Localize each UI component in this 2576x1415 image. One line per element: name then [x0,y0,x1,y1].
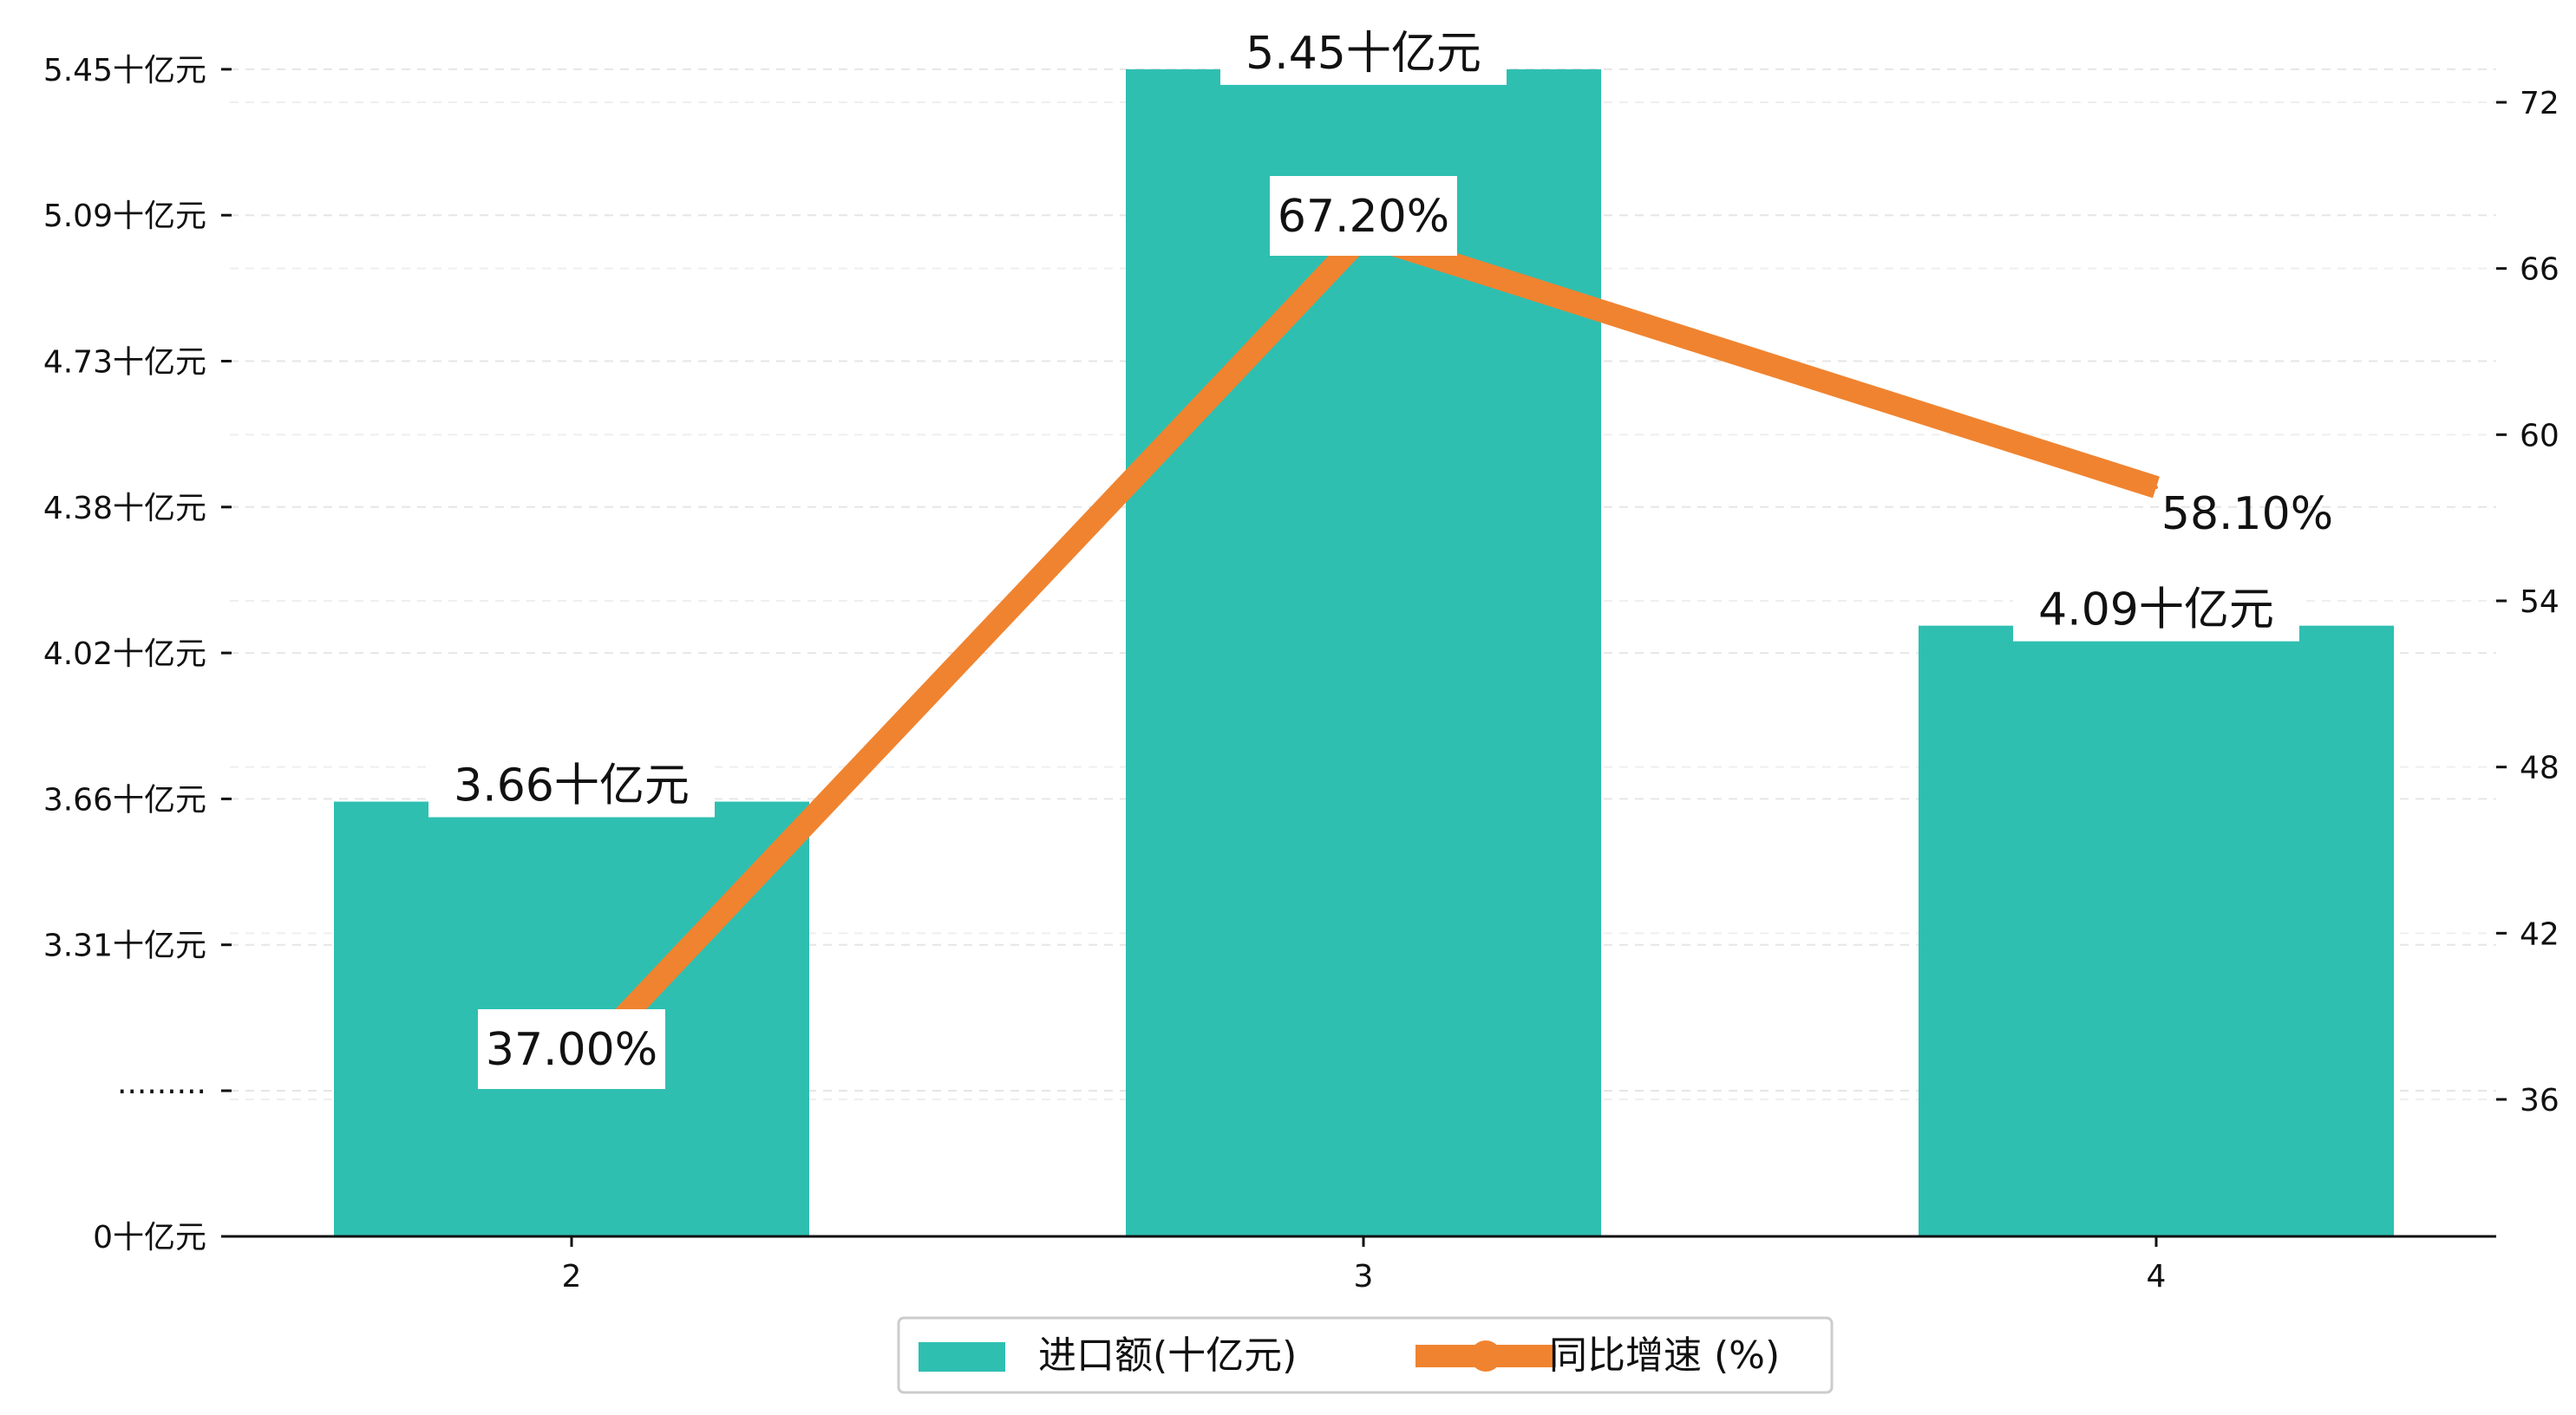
left-tick-label-5: 4.38十亿元 [43,491,206,526]
growth-point-4[interactable] [2154,486,2158,490]
left-tick-label-7: 5.09十亿元 [43,199,206,234]
legend-swatch-marker [1470,1340,1501,1372]
bar-value-label-2: 3.66十亿元 [454,760,690,812]
growth-value-label-4: 58.10% [2161,488,2333,540]
right-tick-label-1: 42 [2520,916,2560,952]
bar-3[interactable] [1126,68,1601,1236]
legend-label-line: 同比增速 (%) [1549,1333,1780,1378]
x-tick-label-4: 4 [2147,1259,2167,1294]
x-tick-label-2: 2 [562,1259,582,1294]
bar-4[interactable] [1919,625,2394,1236]
left-tick-label-6: 4.73十亿元 [43,345,206,381]
right-tick-label-0: 36 [2520,1083,2560,1118]
x-tick-label-3: 3 [1354,1259,1374,1294]
right-tick-label-5: 66 [2520,252,2560,288]
growth-value-box-3 [1270,176,1457,256]
left-tick-label-4: 4.02十亿元 [43,636,206,672]
bar-value-label-4: 4.09十亿元 [2038,584,2274,636]
left-tick-label-2: 3.31十亿元 [43,929,206,964]
right-tick-label-2: 48 [2520,751,2560,786]
right-tick-label-6: 72 [2520,86,2560,121]
bar-value-box-3 [1220,23,1507,85]
bar-value-box-4 [2013,580,2299,642]
legend-swatch-bar [919,1342,1005,1372]
growth-value-label-2: 37.00% [486,1024,657,1076]
growth-value-label-3: 67.20% [1278,191,1449,243]
legend-label-bar: 进口额(十亿元) [1038,1333,1297,1378]
growth-value-box-2 [478,1009,665,1089]
left-tick-label-0: 0十亿元 [93,1220,206,1255]
right-tick-label-4: 60 [2520,418,2560,453]
left-tick-label-1: ········· [117,1074,206,1110]
right-tick-label-3: 54 [2520,584,2560,620]
left-tick-label-3: 3.66十亿元 [43,782,206,818]
bar-value-box-2 [428,756,715,818]
left-tick-label-8: 5.45十亿元 [43,53,206,88]
legend-box [897,1316,1834,1394]
bar-value-label-3: 5.45十亿元 [1246,28,1481,80]
